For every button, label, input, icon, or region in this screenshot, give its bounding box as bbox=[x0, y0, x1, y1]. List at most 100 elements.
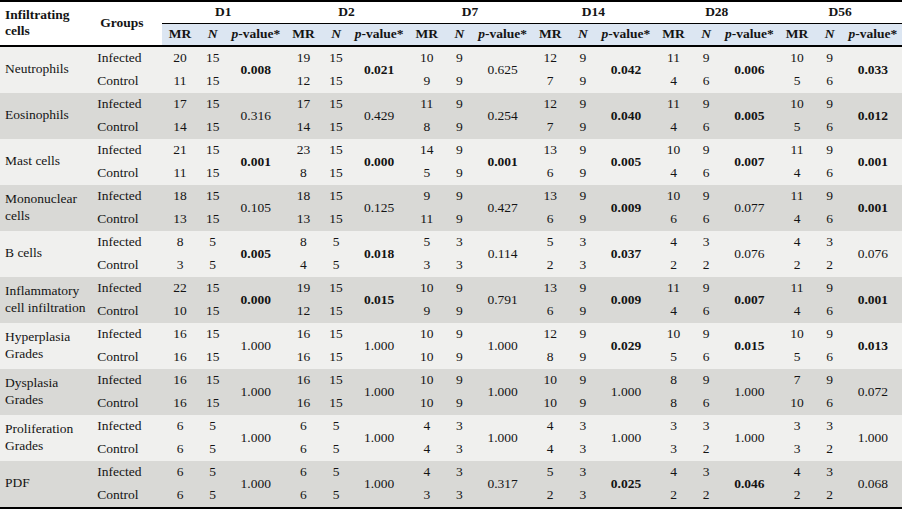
n-control: 3 bbox=[569, 254, 597, 277]
group-label-control: Control bbox=[95, 392, 161, 415]
mr-infected: 19 bbox=[285, 46, 322, 70]
mr-control: 4 bbox=[655, 300, 692, 323]
n-infected: 15 bbox=[199, 277, 227, 300]
row-label: Neutrophils bbox=[0, 46, 95, 93]
p-value: 0.015 bbox=[720, 323, 778, 369]
p-value: 0.254 bbox=[473, 93, 531, 139]
mr-control: 2 bbox=[655, 484, 692, 508]
n-infected: 9 bbox=[816, 93, 844, 116]
mr-control: 3 bbox=[162, 254, 199, 277]
table-row: B cellsInfected850.005850.018530.114530.… bbox=[0, 231, 902, 254]
n-control: 6 bbox=[692, 70, 720, 93]
table-row: Mononuclear cellsInfected18150.10518150.… bbox=[0, 185, 902, 208]
row-label: Eosinophils bbox=[0, 93, 95, 139]
n-infected: 9 bbox=[692, 277, 720, 300]
p-value: 1.000 bbox=[720, 415, 778, 461]
mr-infected: 18 bbox=[162, 185, 199, 208]
p-value: 0.001 bbox=[844, 185, 902, 231]
group-label-control: Control bbox=[95, 70, 161, 93]
n-control: 15 bbox=[199, 162, 227, 185]
mr-infected: 16 bbox=[162, 369, 199, 392]
mr-control: 8 bbox=[655, 392, 692, 415]
table-header: Infiltrating cells Groups D1D2D7D14D28D5… bbox=[0, 1, 902, 46]
p-value: 0.427 bbox=[473, 185, 531, 231]
n-infected: 5 bbox=[199, 461, 227, 484]
n-infected: 3 bbox=[569, 415, 597, 438]
n-control: 15 bbox=[322, 70, 350, 93]
group-label-infected: Infected bbox=[95, 323, 161, 346]
mr-infected: 20 bbox=[162, 46, 199, 70]
mr-infected: 4 bbox=[655, 231, 692, 254]
n-control: 9 bbox=[445, 392, 473, 415]
mr-infected: 18 bbox=[285, 185, 322, 208]
header-groups: Groups bbox=[95, 1, 161, 46]
group-label-infected: Infected bbox=[95, 277, 161, 300]
mr-infected: 13 bbox=[532, 185, 569, 208]
mr-control: 10 bbox=[532, 392, 569, 415]
p-value: 0.005 bbox=[597, 139, 655, 185]
mr-infected: 10 bbox=[778, 323, 815, 346]
n-infected: 9 bbox=[445, 139, 473, 162]
n-control: 6 bbox=[692, 346, 720, 369]
mr-control: 9 bbox=[408, 70, 445, 93]
n-infected: 3 bbox=[692, 415, 720, 438]
header-day-d1: D1 bbox=[162, 1, 285, 23]
n-control: 15 bbox=[199, 392, 227, 415]
mr-control: 10 bbox=[162, 300, 199, 323]
mr-control: 11 bbox=[162, 162, 199, 185]
mr-infected: 10 bbox=[408, 369, 445, 392]
header-sub-mr: MR bbox=[778, 23, 815, 45]
n-control: 6 bbox=[816, 392, 844, 415]
n-control: 6 bbox=[692, 116, 720, 139]
n-control: 9 bbox=[445, 70, 473, 93]
n-infected: 9 bbox=[816, 323, 844, 346]
n-infected: 3 bbox=[445, 461, 473, 484]
header-sub-pvalue: p-value* bbox=[227, 23, 285, 45]
n-control: 2 bbox=[692, 254, 720, 277]
mr-infected: 9 bbox=[408, 185, 445, 208]
n-infected: 3 bbox=[569, 231, 597, 254]
mr-infected: 3 bbox=[655, 415, 692, 438]
n-control: 5 bbox=[199, 438, 227, 461]
header-sub-n: N bbox=[569, 23, 597, 45]
n-infected: 15 bbox=[322, 323, 350, 346]
p-value: 0.005 bbox=[227, 231, 285, 277]
n-control: 6 bbox=[692, 162, 720, 185]
n-infected: 5 bbox=[199, 231, 227, 254]
n-control: 15 bbox=[322, 346, 350, 369]
mr-infected: 23 bbox=[285, 139, 322, 162]
mr-infected: 11 bbox=[778, 139, 815, 162]
mr-infected: 8 bbox=[285, 231, 322, 254]
n-infected: 9 bbox=[569, 139, 597, 162]
mr-control: 16 bbox=[285, 346, 322, 369]
n-control: 3 bbox=[569, 484, 597, 508]
n-control: 5 bbox=[322, 254, 350, 277]
mr-control: 4 bbox=[778, 300, 815, 323]
mr-control: 6 bbox=[162, 438, 199, 461]
mr-infected: 5 bbox=[532, 231, 569, 254]
mr-control: 4 bbox=[655, 70, 692, 93]
mr-infected: 22 bbox=[162, 277, 199, 300]
mr-infected: 8 bbox=[655, 369, 692, 392]
header-sub-mr: MR bbox=[532, 23, 569, 45]
n-infected: 9 bbox=[445, 369, 473, 392]
mr-control: 13 bbox=[162, 208, 199, 231]
n-infected: 3 bbox=[816, 415, 844, 438]
n-control: 5 bbox=[322, 438, 350, 461]
row-label: Mast cells bbox=[0, 139, 95, 185]
mr-control: 2 bbox=[778, 484, 815, 508]
n-control: 9 bbox=[569, 300, 597, 323]
mr-infected: 8 bbox=[162, 231, 199, 254]
n-control: 15 bbox=[322, 116, 350, 139]
p-value: 0.791 bbox=[473, 277, 531, 323]
n-infected: 15 bbox=[199, 46, 227, 70]
n-infected: 3 bbox=[816, 231, 844, 254]
n-control: 3 bbox=[569, 438, 597, 461]
header-sub-pvalue: p-value* bbox=[597, 23, 655, 45]
header-sub-pvalue: p-value* bbox=[350, 23, 408, 45]
mr-infected: 17 bbox=[285, 93, 322, 116]
header-infiltrating-cells: Infiltrating cells bbox=[0, 1, 95, 46]
row-label: Hyperplasia Grades bbox=[0, 323, 95, 369]
n-infected: 9 bbox=[816, 277, 844, 300]
group-label-infected: Infected bbox=[95, 461, 161, 484]
